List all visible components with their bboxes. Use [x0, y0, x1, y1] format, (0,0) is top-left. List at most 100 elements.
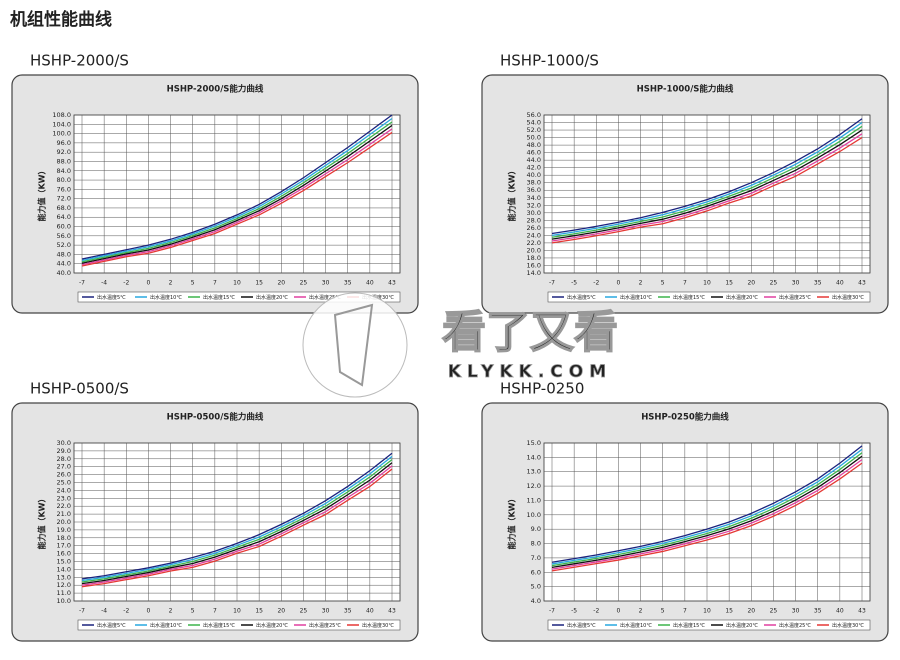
y-axis-label: 能力值（KW）	[37, 166, 47, 221]
y-tick-label: 28.0	[57, 455, 71, 463]
legend-label: 出水温度30℃	[832, 294, 864, 301]
data-line	[81, 462, 393, 585]
legend-label: 出水温度25℃	[779, 294, 811, 301]
y-axis-label: 能力值（KW）	[507, 166, 517, 221]
data-line	[551, 118, 863, 235]
x-tick-label: 43	[858, 608, 866, 615]
x-tick-label: 40	[836, 280, 844, 287]
legend-label: 出水温度30℃	[832, 622, 864, 629]
y-tick-label: 92.0	[57, 148, 71, 156]
watermark-text: 看了又看	[442, 307, 618, 358]
data-line	[81, 128, 393, 266]
chart-title: HSHP-2000/S能力曲线	[167, 84, 264, 95]
x-tick-label: 10	[703, 608, 711, 615]
x-tick-label: 40	[366, 608, 374, 615]
data-line	[551, 462, 863, 572]
y-tick-label: 15.0	[57, 558, 71, 566]
x-tick-label: 5	[191, 608, 195, 615]
x-tick-label: 7	[683, 280, 687, 287]
x-tick-label: -4	[101, 280, 107, 287]
chart-heading: HSHP-0250	[500, 380, 584, 398]
y-tick-label: 34.0	[527, 194, 541, 202]
y-tick-label: 36.0	[527, 186, 541, 194]
y-tick-label: 68.0	[57, 204, 71, 212]
y-tick-label: 52.0	[57, 241, 71, 249]
y-tick-label: 7.0	[531, 554, 541, 562]
y-tick-label: 40.0	[57, 269, 71, 277]
y-tick-label: 10.0	[57, 597, 71, 605]
y-tick-label: 12.0	[527, 482, 541, 490]
y-axis-label: 能力值（KW）	[507, 494, 517, 549]
y-tick-label: 25.0	[57, 479, 71, 487]
x-tick-label: 20	[747, 280, 755, 287]
x-tick-label: 25	[300, 280, 308, 287]
data-line	[81, 452, 393, 580]
data-line	[81, 117, 393, 262]
x-tick-label: -2	[123, 280, 129, 287]
data-line	[81, 114, 393, 260]
y-tick-label: 80.0	[57, 176, 71, 184]
x-tick-label: -4	[101, 608, 107, 615]
data-line	[551, 459, 863, 570]
y-tick-label: 60.0	[57, 223, 71, 231]
x-tick-label: 35	[344, 608, 352, 615]
x-tick-label: 5	[191, 280, 195, 287]
legend-label: 出水温度10℃	[620, 622, 652, 629]
watermark-logo-mark	[333, 303, 374, 387]
y-tick-label: 30.0	[57, 439, 71, 447]
x-tick-label: 2	[169, 280, 173, 287]
y-tick-label: 18.0	[527, 254, 541, 262]
legend-label: 出水温度20℃	[726, 622, 758, 629]
x-tick-label: -5	[571, 608, 577, 615]
legend-box	[77, 619, 401, 631]
x-tick-label: 0	[617, 280, 621, 287]
data-line	[551, 125, 863, 238]
x-tick-label: -2	[593, 280, 599, 287]
watermark-url: KLYKK.COM	[448, 362, 612, 382]
y-tick-label: 88.0	[57, 157, 71, 165]
x-tick-label: -7	[79, 280, 85, 287]
legend-box	[547, 291, 871, 303]
x-tick-label: 10	[233, 608, 241, 615]
data-line	[81, 124, 393, 264]
x-tick-label: 43	[388, 608, 396, 615]
y-tick-label: 8.0	[531, 540, 541, 548]
y-tick-label: 72.0	[57, 195, 71, 203]
y-tick-label: 52.0	[527, 126, 541, 134]
y-tick-label: 20.0	[527, 246, 541, 254]
y-tick-label: 42.0	[527, 164, 541, 172]
y-tick-label: 64.0	[57, 213, 71, 221]
x-tick-label: 5	[661, 608, 665, 615]
y-axis-label: 能力值（KW）	[37, 494, 47, 549]
y-tick-label: 96.0	[57, 139, 71, 147]
legend-label: 出水温度15℃	[203, 294, 235, 301]
legend-label: 出水温度25℃	[309, 622, 341, 629]
x-tick-label: -7	[549, 280, 555, 287]
y-tick-label: 20.0	[57, 518, 71, 526]
y-tick-label: 15.0	[527, 439, 541, 447]
x-tick-label: 2	[639, 608, 643, 615]
y-tick-label: 54.0	[527, 119, 541, 127]
y-tick-label: 26.0	[527, 224, 541, 232]
legend-label: 出水温度25℃	[309, 294, 341, 301]
legend-box	[547, 619, 871, 631]
y-tick-label: 50.0	[527, 134, 541, 142]
y-tick-label: 38.0	[527, 179, 541, 187]
x-tick-label: -2	[123, 608, 129, 615]
x-tick-label: 7	[213, 280, 217, 287]
x-tick-label: 2	[639, 280, 643, 287]
x-tick-label: 35	[814, 608, 822, 615]
legend-label: 出水温度5℃	[97, 294, 126, 301]
data-line	[551, 445, 863, 563]
x-tick-label: 43	[858, 280, 866, 287]
y-tick-label: 18.0	[57, 534, 71, 542]
chart-heading: HSHP-2000/S	[30, 52, 129, 70]
y-tick-label: 11.0	[57, 589, 71, 597]
x-tick-label: 20	[747, 608, 755, 615]
x-tick-label: 15	[255, 608, 263, 615]
x-tick-label: 40	[836, 608, 844, 615]
legend-label: 出水温度10℃	[150, 294, 182, 301]
x-tick-label: 10	[233, 280, 241, 287]
